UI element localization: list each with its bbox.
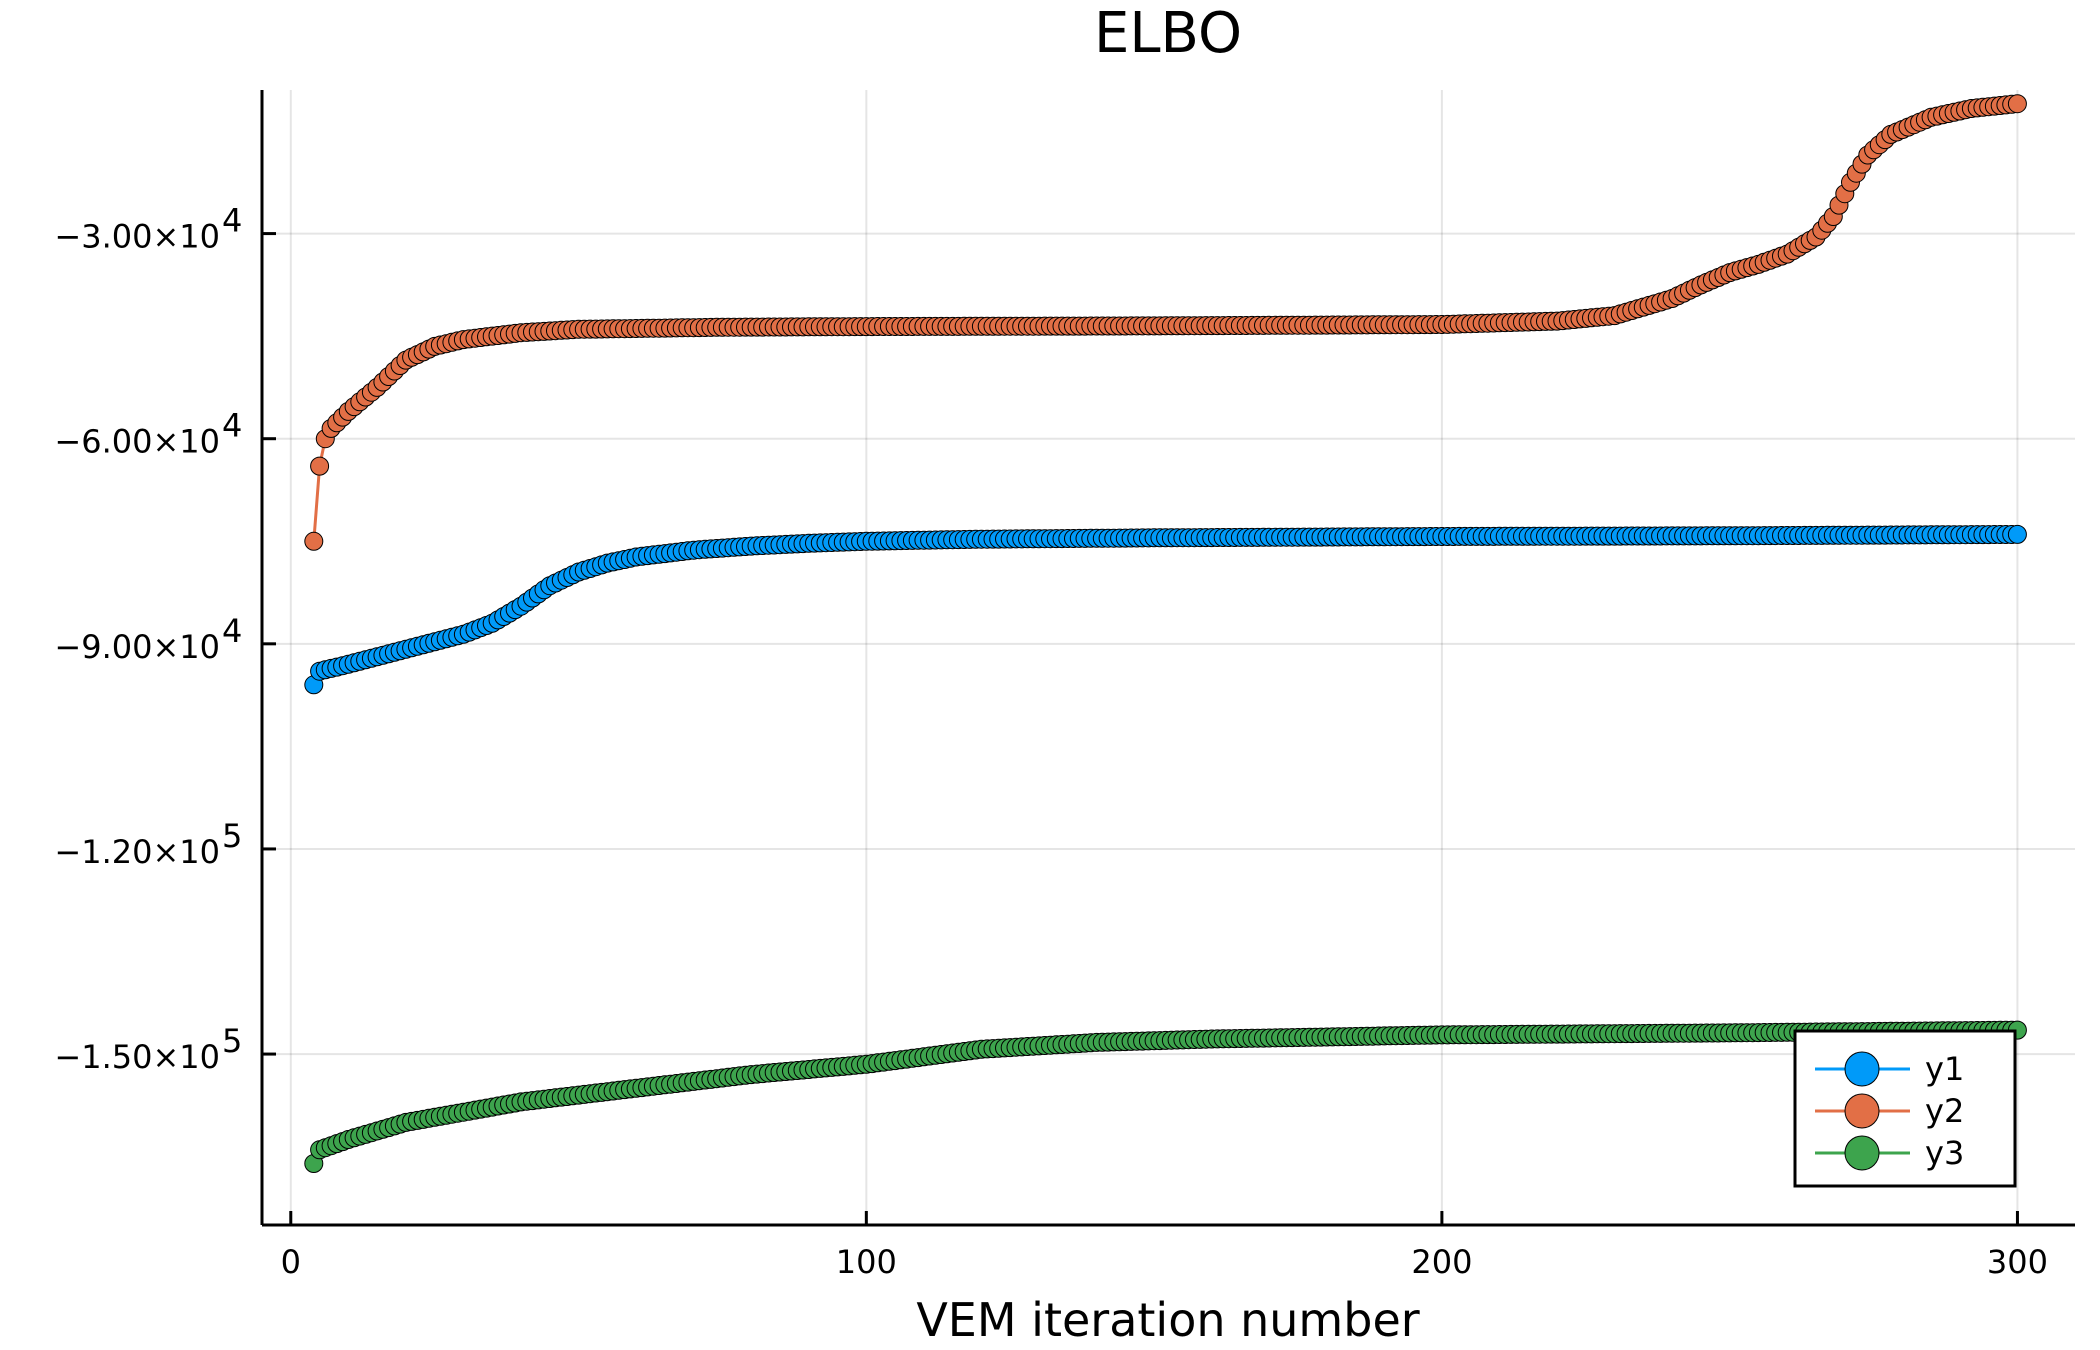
legend-label-y2: y2: [1925, 1092, 1964, 1130]
legend-marker-y2: [1844, 1093, 1880, 1129]
legend-marker-y3: [1844, 1135, 1880, 1171]
y-tick-exponent: 4: [222, 202, 242, 240]
y-tick-exponent: 4: [222, 407, 242, 445]
tick-labels: 0 100 200 300−3.00×10 4−6.00×10 4−9.00×10 4−1.…: [54, 202, 2048, 1281]
data-point-y2: [2007, 94, 2027, 114]
legend-box: [1793, 1029, 2017, 1188]
data-point-y2: [304, 531, 324, 551]
legend-label-y1: y1: [1925, 1050, 1964, 1088]
legend-entry-y2: y2: [1815, 1092, 1964, 1130]
axes: [260, 90, 2075, 1227]
grid-lines: [262, 90, 2075, 1225]
data-point-y2: [310, 456, 330, 476]
x-axis-label: VEM iteration number: [916, 1293, 1419, 1347]
plot-series: [304, 94, 2027, 1173]
legend-label-y3: y3: [1925, 1134, 1964, 1172]
x-tick-label: 200: [1411, 1243, 1472, 1281]
x-tick-label: 100: [836, 1243, 897, 1281]
y-tick-label: −6.00×10: [54, 423, 220, 461]
legend-entry-y3: y3: [1815, 1134, 1964, 1172]
series-y1: [304, 524, 2027, 695]
y-tick-exponent: 5: [222, 1022, 242, 1060]
series-y3: [304, 1020, 2027, 1173]
chart-title: ELBO: [1094, 1, 1242, 66]
x-tick-label: 300: [1987, 1243, 2048, 1281]
x-tick-label: 0: [281, 1243, 301, 1281]
y-tick-label: −1.50×10: [54, 1038, 220, 1076]
y-tick-label: −9.00×10: [54, 628, 220, 666]
legend: y1 y2 y3: [1793, 1029, 2017, 1188]
y-tick-exponent: 5: [222, 817, 242, 855]
data-point-y1: [2007, 524, 2027, 544]
y-tick-label: −1.20×10: [54, 833, 220, 871]
legend-entry-y1: y1: [1815, 1050, 1964, 1088]
series-y2: [304, 94, 2027, 551]
y-tick-exponent: 4: [222, 612, 242, 650]
y-tick-label: −3.00×10: [54, 218, 220, 256]
legend-marker-y1: [1844, 1051, 1880, 1087]
